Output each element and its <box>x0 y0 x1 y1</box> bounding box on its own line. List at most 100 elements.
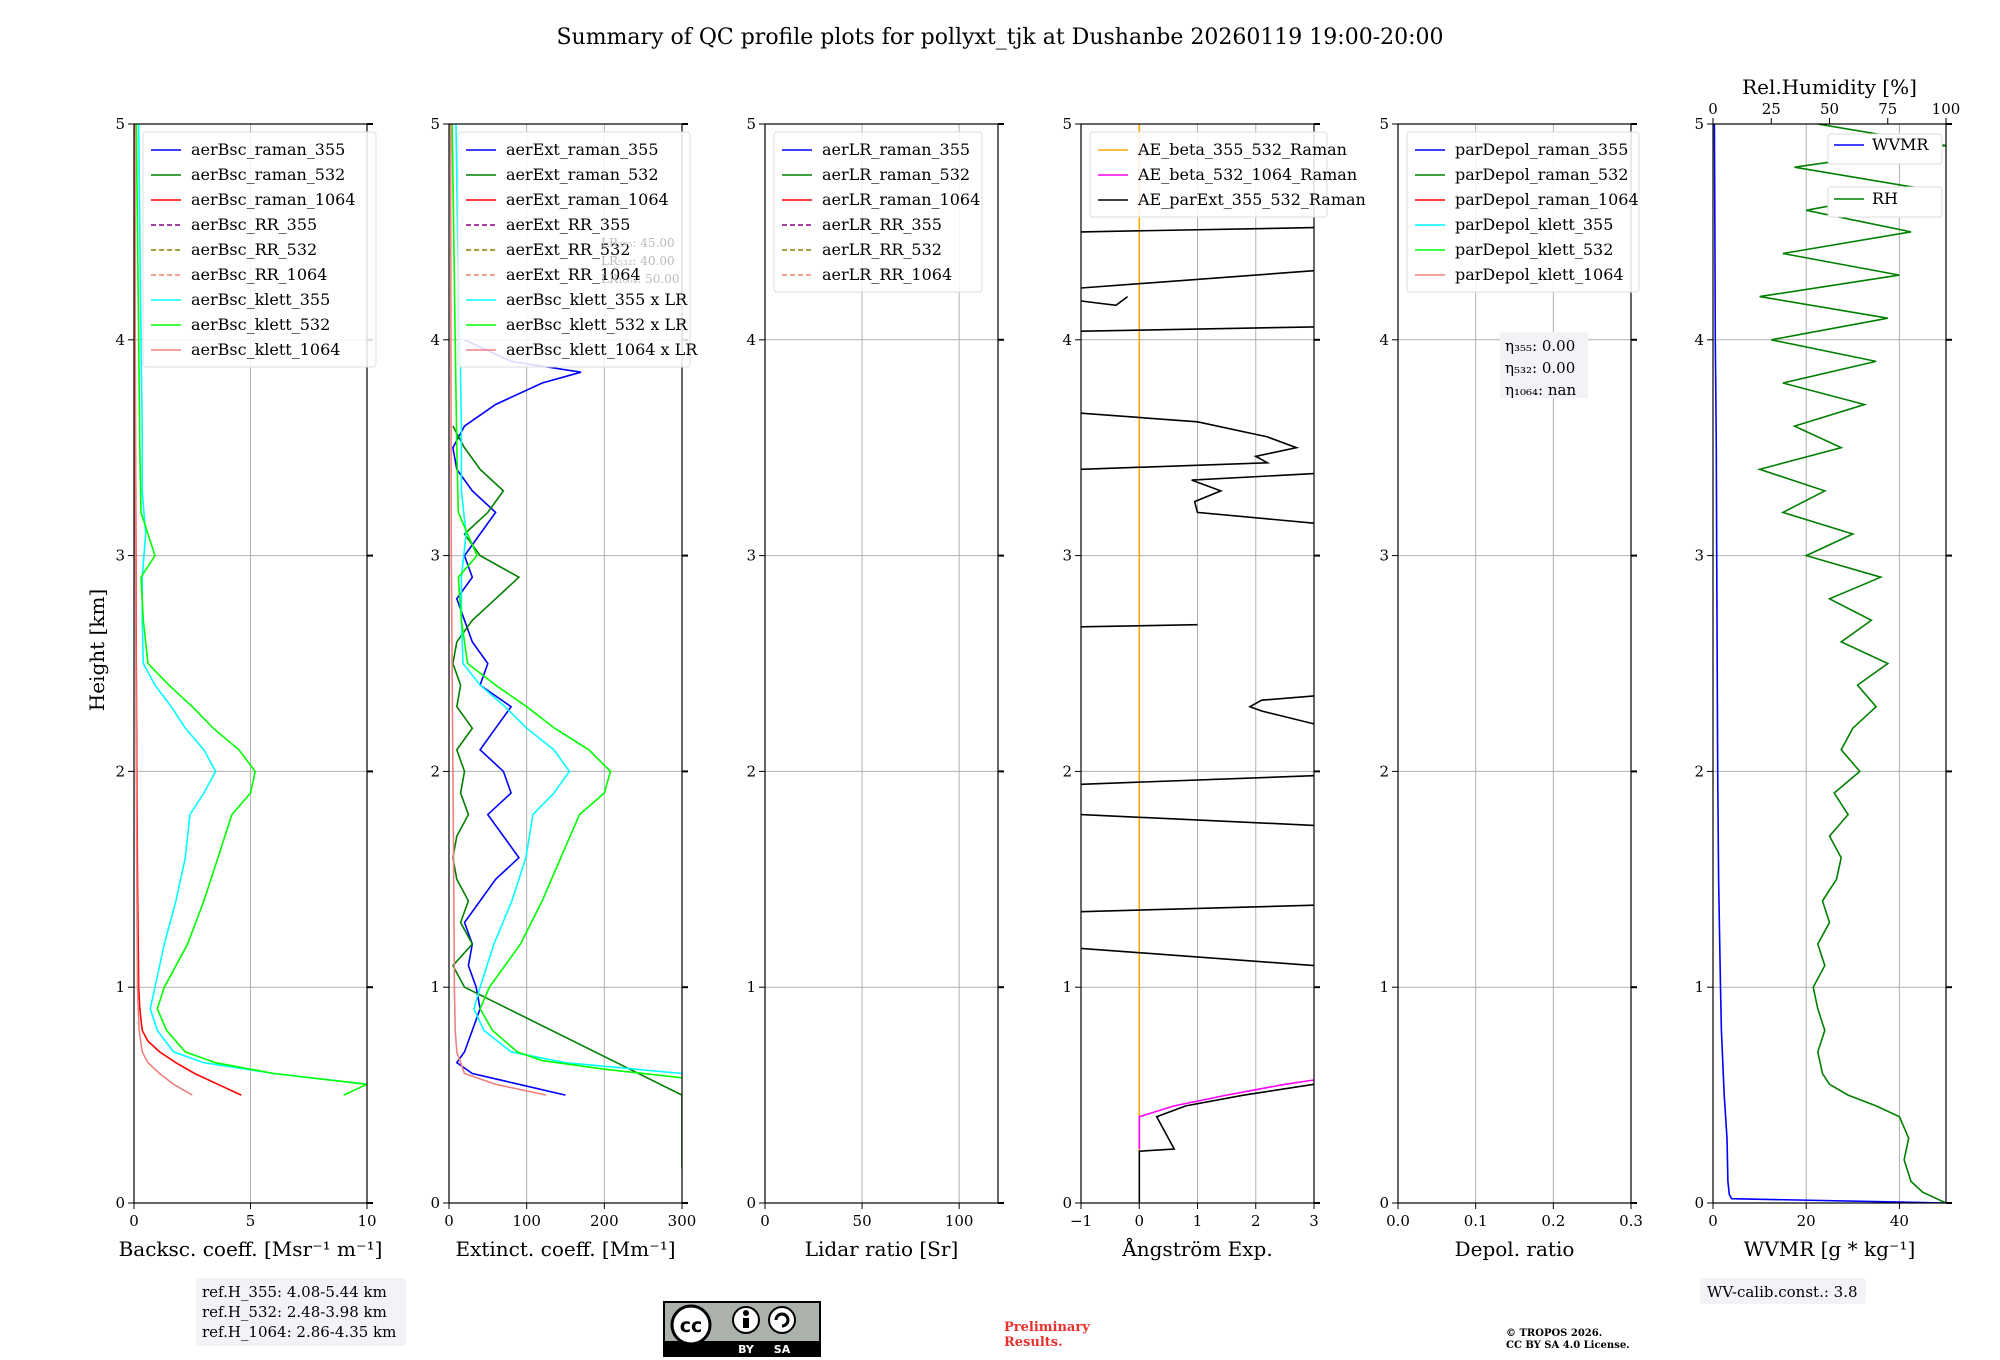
x-tick-label: 40 <box>1890 1212 1909 1230</box>
y-tick-label: 2 <box>430 762 440 780</box>
series-group <box>449 124 682 1169</box>
legend-entry: parDepol_raman_1064 <box>1455 190 1639 209</box>
series-group <box>1081 124 1314 1203</box>
legend-entry: aerLR_raman_1064 <box>822 190 980 209</box>
wv-calib-constant: WV-calib.const.: 3.8 <box>1707 1283 1858 1301</box>
series-AE_parExt_355_532_Raman <box>1081 295 1129 307</box>
legend-box <box>1827 186 1943 218</box>
series-AE_parExt_355_532_Raman <box>1081 269 1314 289</box>
preliminary-results-line2: Results. <box>1004 1335 1063 1350</box>
legend-entry: AE_parExt_355_532_Raman <box>1137 190 1366 209</box>
legend-entry: AE_beta_355_532_Raman <box>1137 140 1347 159</box>
y-tick-label: 1 <box>1694 978 1704 996</box>
series-aerBsc_klett_1064 x LR <box>449 124 547 1096</box>
y-tick-label: 2 <box>746 762 756 780</box>
top-x-tick-label: 0 <box>1708 100 1718 118</box>
y-tick-label: 1 <box>430 978 440 996</box>
sa-share-icon <box>768 1306 796 1334</box>
y-tick-label: 3 <box>746 547 756 565</box>
series-AE_parExt_355_532_Raman <box>1081 947 1314 967</box>
y-tick-label: 1 <box>1062 978 1072 996</box>
series-group <box>1713 124 1946 1203</box>
y-tick-label: 3 <box>1062 547 1072 565</box>
legend-entry: aerExt_raman_532 <box>506 165 659 184</box>
legend-box <box>142 131 377 368</box>
legend-entry: aerBsc_RR_1064 <box>191 265 327 284</box>
copyright-line2: CC BY SA 4.0 License. <box>1506 1340 1630 1351</box>
y-tick-label: 0 <box>1379 1194 1389 1212</box>
series-aerExt_raman_355 <box>452 339 582 1096</box>
series-AE_parExt_355_532_Raman <box>1138 1083 1314 1203</box>
panel-lidar_ratio: 0 50 100 0 1 2 3 4 5 Lidar ratio [Sr] aerLR_raman_… <box>746 115 1004 1261</box>
legend-entry: aerExt_RR_1064 <box>506 265 641 284</box>
lidar-ratio-label: LR₁₀₆₄: 50.00 <box>601 272 679 286</box>
series-AE_parExt_355_532_Raman <box>1081 774 1314 786</box>
panel-depol: 0.0 0.1 0.2 0.3 0 1 2 3 4 5 Depol. ratio parDepol_r… <box>1379 115 1642 1261</box>
y-tick-label: 4 <box>1379 331 1389 349</box>
figure-title: Summary of QC profile plots for pollyxt_… <box>556 25 1443 50</box>
cc-sa-label: SA <box>774 1343 791 1356</box>
top-x-tick-label: 50 <box>1820 100 1839 118</box>
legend: AE_beta_355_532_Raman AE_beta_532_1064_Ra… <box>1089 131 1366 218</box>
y-tick-label: 5 <box>746 115 756 133</box>
legend-entry: parDepol_raman_532 <box>1455 165 1628 184</box>
legend-entry: aerBsc_klett_355 <box>191 290 330 309</box>
x-tick-label: 100 <box>945 1212 974 1230</box>
series-group <box>134 124 367 1096</box>
series-AE_parExt_355_532_Raman <box>1081 623 1198 628</box>
x-axis-label: Backsc. coeff. [Msr⁻¹ m⁻¹] <box>119 1237 383 1261</box>
y-tick-label: 5 <box>1062 115 1072 133</box>
y-tick-label: 2 <box>1062 762 1072 780</box>
y-tick-label: 5 <box>115 115 125 133</box>
series-AE_parExt_355_532_Raman <box>1191 472 1314 524</box>
series-AE_beta_532_1064_Raman <box>1138 1079 1314 1149</box>
eta-box <box>1500 332 1588 398</box>
y-tick-label: 2 <box>115 762 125 780</box>
x-tick-label: 3 <box>1309 1212 1319 1230</box>
legend: WVMR RH <box>1827 133 1943 218</box>
legend: aerExt_raman_355 aerExt_raman_532 aerExt_r… <box>457 131 698 368</box>
legend-entry: aerLR_RR_1064 <box>822 265 952 284</box>
x-tick-label: 100 <box>512 1212 541 1230</box>
x-tick-label: 2 <box>1251 1212 1261 1230</box>
ref-height-1064: ref.H_1064: 2.86-4.35 km <box>202 1323 396 1341</box>
series-AE_parExt_355_532_Raman <box>1081 226 1314 233</box>
legend-entry: WVMR <box>1872 135 1929 154</box>
legend-entry: aerLR_raman_355 <box>822 140 970 159</box>
cc-by-sa-badge: cc BY SA <box>663 1301 821 1357</box>
lidar-ratio-label: LR₅₃₂: 40.00 <box>601 254 675 268</box>
copyright-line1: © TROPOS 2026. <box>1506 1328 1602 1339</box>
legend-entry: aerBsc_RR_532 <box>191 240 317 259</box>
cc-by-label: BY <box>738 1343 755 1356</box>
x-tick-label: −1 <box>1070 1212 1092 1230</box>
series-aerBsc_klett_355 <box>137 124 367 1086</box>
legend-entry: aerExt_RR_532 <box>506 240 630 259</box>
eta-label: η₃₅₅: 0.00 <box>1505 337 1575 355</box>
x-tick-label: 200 <box>590 1212 619 1230</box>
y-tick-label: 0 <box>430 1194 440 1212</box>
y-tick-label: 3 <box>1379 547 1389 565</box>
y-tick-label: 0 <box>746 1194 756 1212</box>
series-AE_parExt_355_532_Raman <box>1081 412 1300 471</box>
y-tick-label: 0 <box>115 1194 125 1212</box>
legend-entry: aerExt_raman_1064 <box>506 190 669 209</box>
legend-entry: aerBsc_klett_1064 x LR <box>506 340 698 359</box>
y-tick-label: 1 <box>746 978 756 996</box>
x-tick-label: 0 <box>444 1212 454 1230</box>
legend-entry: aerLR_RR_355 <box>822 215 942 234</box>
eta-label: η₅₃₂: 0.00 <box>1505 359 1575 377</box>
x-axis-label: Extinct. coeff. [Mm⁻¹] <box>455 1237 675 1261</box>
legend-entry: aerBsc_raman_355 <box>191 140 345 159</box>
y-tick-label: 4 <box>115 331 125 349</box>
x-tick-label: 0 <box>129 1212 139 1230</box>
top-x-tick-label: 25 <box>1762 100 1781 118</box>
legend-entry: aerBsc_RR_355 <box>191 215 317 234</box>
eta-label: η₁₀₆₄: nan <box>1505 381 1576 399</box>
y-tick-label: 4 <box>430 331 440 349</box>
y-axis-label: Height [km] <box>85 589 109 711</box>
legend-entry: aerBsc_raman_532 <box>191 165 345 184</box>
top-x-axis-label: Rel.Humidity [%] <box>1742 75 1917 99</box>
legend: parDepol_raman_355 parDepol_raman_532 parD… <box>1406 131 1640 293</box>
x-tick-label: 0.3 <box>1619 1212 1643 1230</box>
